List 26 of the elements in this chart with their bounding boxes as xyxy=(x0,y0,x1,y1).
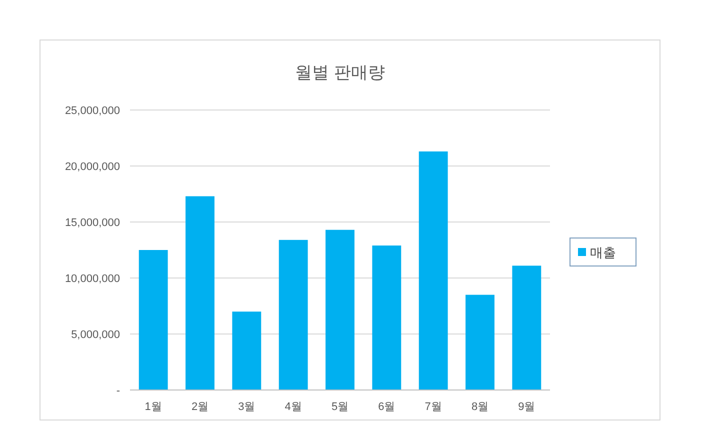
bar xyxy=(232,312,262,390)
bar xyxy=(512,266,542,390)
bar xyxy=(372,246,402,390)
bar xyxy=(466,294,494,390)
bar xyxy=(418,151,448,390)
y-tick-label: 5,000,000 xyxy=(71,329,120,341)
x-tick-label: 8월 xyxy=(471,401,489,413)
bar xyxy=(278,240,308,390)
legend-label: 매출 xyxy=(590,245,616,260)
y-tick-label: 25,000,000 xyxy=(64,105,120,117)
y-tick-label: 15,000,000 xyxy=(64,217,120,229)
bar xyxy=(326,230,354,390)
x-tick-label: 1월 xyxy=(144,401,162,413)
y-tick-label: - xyxy=(116,385,120,397)
x-tick-label: 2월 xyxy=(191,401,209,413)
x-tick-label: 6월 xyxy=(378,401,396,413)
bar xyxy=(138,250,168,390)
x-tick-label: 3월 xyxy=(238,401,256,413)
bar xyxy=(186,196,214,390)
x-tick-label: 9월 xyxy=(518,401,536,413)
y-tick-label: 10,000,000 xyxy=(64,273,120,285)
x-tick-label: 4월 xyxy=(284,401,302,413)
chart-title: 월별 판매량 xyxy=(295,63,385,82)
y-tick-label: 20,000,000 xyxy=(64,161,120,173)
x-tick-label: 7월 xyxy=(424,401,442,413)
x-tick-label: 5월 xyxy=(331,401,349,413)
